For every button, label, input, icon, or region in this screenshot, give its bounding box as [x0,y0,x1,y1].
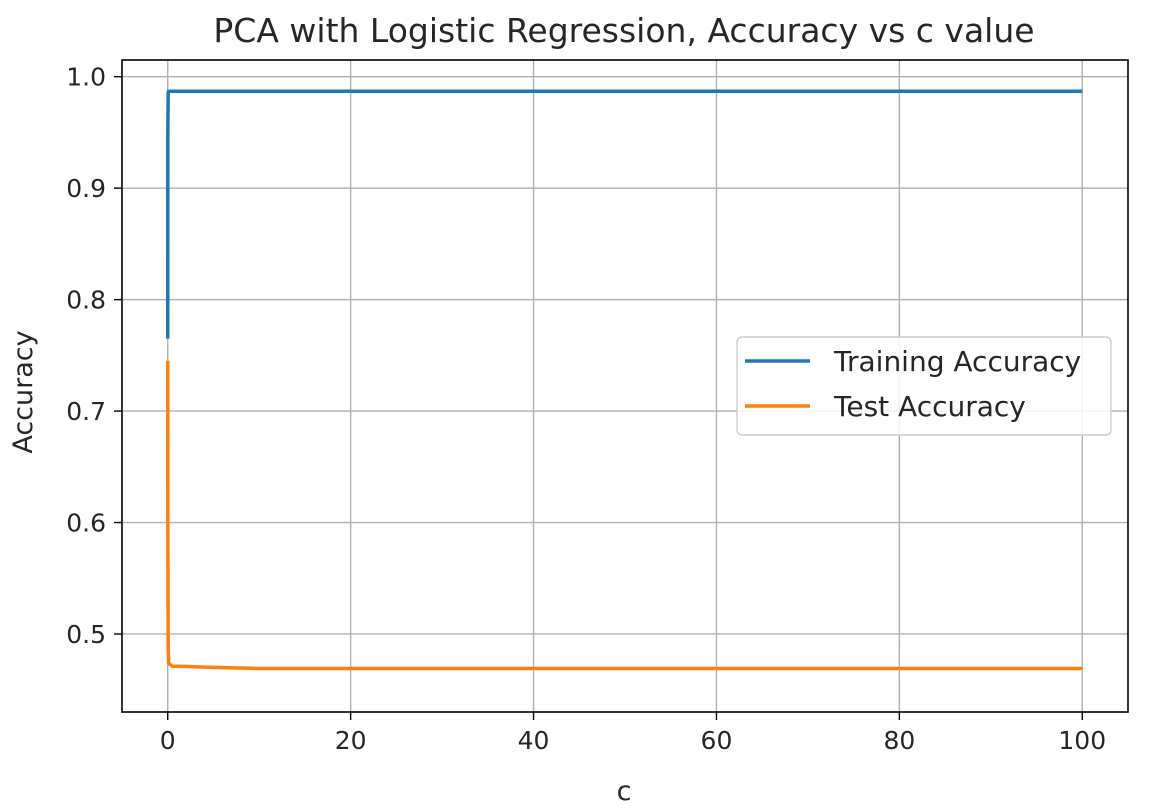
y-tick-label: 1.0 [66,63,106,92]
legend-label-1: Test Accuracy [833,390,1026,423]
plot-frame [121,59,1129,713]
legend-box [736,336,1112,436]
chart-title: PCA with Logistic Regression, Accuracy v… [213,11,1034,50]
x-tick-label: 100 [1058,726,1106,755]
y-tick-label: 0.5 [66,620,106,649]
series-lines [165,89,1083,671]
x-tick-label: 60 [701,726,733,755]
y-tick-label: 0.7 [66,397,106,426]
y-tick-label: 0.8 [66,286,106,315]
x-tick-label: 40 [518,726,550,755]
tick-marks [114,76,1083,720]
x-tick-label: 80 [883,726,915,755]
x-tick-label: 0 [160,726,176,755]
series-line-0 [165,89,1083,339]
y-tick-label: 0.9 [66,174,106,203]
legend-label-0: Training Accuracy [833,345,1081,378]
series-line-1 [165,360,1083,671]
y-axis-label: Accuracy [8,330,39,453]
x-axis-label: c [617,776,632,807]
tick-labels: 0 20 40 60 80 100 0.5 0.6 0.7 0.8 0.9 1.0 [66,63,1106,755]
legend: Training Accuracy Test Accuracy [736,336,1112,436]
y-tick-label: 0.6 [66,509,106,538]
x-tick-label: 20 [335,726,367,755]
